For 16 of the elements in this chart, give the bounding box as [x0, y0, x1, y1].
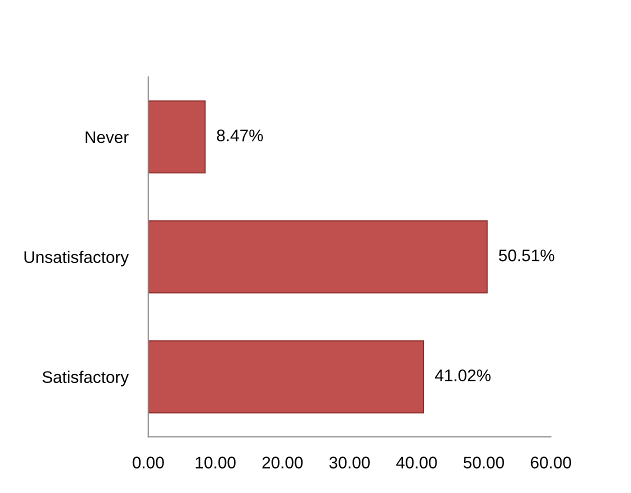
x-tick-label: 50.00	[464, 456, 504, 468]
y-tick-label: Unsatisfactory	[24, 250, 129, 266]
data-label: 41.02%	[435, 369, 491, 382]
data-label: 8.47%	[216, 130, 263, 142]
y-tick-label: Never	[86, 131, 129, 144]
x-tick-label: 60.00	[530, 456, 572, 468]
data-label: 50.51%	[498, 250, 554, 262]
x-tick-label: 40.00	[396, 456, 437, 468]
bar	[148, 340, 424, 414]
x-tick-label: 10.00	[196, 456, 236, 468]
x-tick-label: 20.00	[262, 456, 303, 468]
y-tick-label: Satisfactory	[42, 370, 129, 386]
bar	[148, 100, 206, 174]
x-tick-label: 0.00	[132, 456, 164, 468]
bar	[148, 220, 488, 294]
x-tick-label: 30.00	[329, 456, 370, 468]
